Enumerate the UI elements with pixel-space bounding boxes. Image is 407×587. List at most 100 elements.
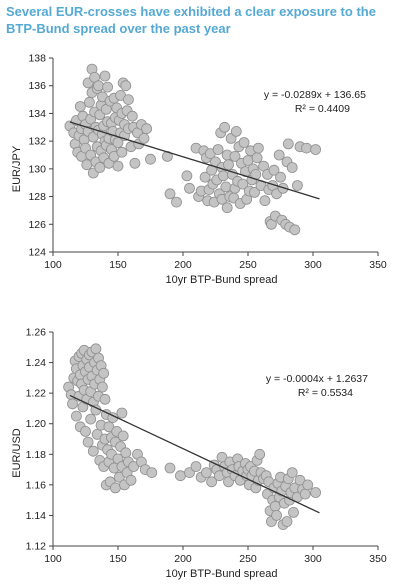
y-tick-label: 1.20 [26, 418, 47, 430]
scatter-point [206, 476, 218, 488]
scatter-point [271, 509, 283, 521]
scatter-point [164, 188, 176, 200]
scatter-point [291, 180, 303, 191]
scatter-point [259, 195, 271, 207]
scatter-point [190, 461, 202, 472]
scatter-point [125, 474, 137, 486]
y-tick-label: 130 [28, 163, 46, 175]
scatter-point [275, 171, 286, 183]
scatter-point [223, 159, 234, 171]
trend-line [69, 394, 320, 514]
scatter-point [289, 224, 301, 236]
scatter-point [302, 479, 314, 491]
scatter-point [301, 142, 312, 154]
x-tick-label: 250 [239, 259, 257, 271]
scatter-point [116, 146, 128, 158]
scatter-point [102, 81, 113, 93]
scatter-point [164, 462, 176, 474]
scatter-point [286, 162, 298, 173]
y-tick-label: 136 [28, 80, 46, 92]
scatter-point [286, 467, 298, 479]
y-tick-label: 1.26 [26, 327, 47, 339]
scatter-point [273, 149, 285, 161]
scatter-point [230, 126, 242, 137]
x-axis-label: 10yr BTP-Bund spread [166, 568, 278, 580]
scatter-point [116, 407, 128, 419]
x-tick-label: 200 [174, 553, 192, 565]
scatter-point [93, 80, 104, 92]
x-tick-label: 150 [109, 259, 127, 271]
page-title: Several EUR-crosses have exhibited a cle… [6, 4, 376, 36]
scatter-point [80, 426, 91, 437]
scatter-point [299, 488, 311, 500]
scatter-point [181, 170, 193, 182]
scatter-point [112, 160, 124, 172]
y-tick-label: 1.16 [26, 479, 47, 491]
scatter-point [82, 436, 94, 448]
y-tick-label: 1.18 [26, 449, 47, 461]
scatter-point [200, 467, 212, 479]
r-squared-label: R² = 0.5534 [298, 387, 353, 399]
scatter-point [67, 398, 78, 410]
x-tick-label: 100 [44, 259, 62, 271]
y-axis-label: EUR/JPY [11, 145, 23, 192]
y-tick-label: 1.12 [26, 541, 47, 553]
x-tick-label: 300 [304, 553, 322, 565]
scatter-point [146, 467, 158, 479]
scatter-point [229, 151, 241, 162]
scatter-point [74, 101, 86, 112]
scatter-point [251, 152, 263, 164]
x-tick-label: 300 [304, 259, 322, 271]
x-tick-label: 350 [369, 259, 387, 271]
scatter-point [84, 96, 95, 108]
scatter-point [174, 470, 186, 482]
scatter-point [171, 196, 182, 208]
scatter-point [281, 516, 293, 527]
scatter-point [238, 137, 250, 148]
y-tick-label: 124 [28, 247, 46, 259]
scatter-point [90, 343, 102, 355]
y-tick-label: 128 [28, 191, 46, 203]
scatter-point [94, 162, 106, 173]
scatter-point [282, 138, 294, 150]
scatter-point [122, 94, 134, 105]
scatter-point [81, 159, 93, 171]
scatter-point [117, 430, 129, 442]
x-tick-label: 100 [44, 553, 62, 565]
scatter-point [199, 171, 211, 183]
scatter-point [184, 182, 195, 194]
scatter-point [212, 144, 224, 155]
y-tick-label: 1.22 [26, 388, 47, 400]
x-tick-label: 250 [239, 553, 257, 565]
eur-jpy-scatter-chart: 100 150 200 250 300 350 124 126 128 130 132 134 136 1… [11, 53, 387, 287]
scatter-point [268, 164, 280, 176]
x-axis-label: 10yr BTP-Bund spread [166, 274, 278, 286]
scatter-point [110, 482, 121, 494]
scatter-point [237, 178, 249, 190]
y-tick-label: 126 [28, 219, 46, 231]
eur-usd-scatter-chart: 100 150 200 250 300 350 1.12 1.14 1.16 1.18 1.20 1.… [11, 327, 387, 581]
trend-line [69, 121, 320, 200]
scatter-point [220, 181, 232, 193]
scatter-point [252, 142, 264, 154]
scatter-point [97, 381, 108, 393]
scatter-point [310, 144, 322, 155]
y-tick-label: 132 [28, 136, 46, 148]
regression-equation: y = -0.0289x + 136.65 [264, 89, 366, 101]
y-axis-label: EUR/USD [11, 428, 23, 478]
scatter-point [98, 367, 110, 379]
y-tick-label: 134 [28, 108, 46, 120]
r-squared-label: R² = 0.4409 [295, 103, 350, 115]
scatter-point [221, 202, 233, 214]
scatter-point [126, 110, 138, 122]
scatter-point [71, 410, 82, 422]
y-tick-label: 1.14 [26, 510, 47, 522]
scatter-point [99, 393, 111, 405]
y-tick-label: 1.24 [26, 357, 47, 369]
scatter-point [141, 123, 153, 135]
scatter-point [145, 153, 156, 165]
scatter-point [87, 445, 99, 457]
scatter-point [288, 506, 299, 518]
x-tick-label: 150 [109, 553, 127, 565]
scatter-point [310, 487, 322, 498]
